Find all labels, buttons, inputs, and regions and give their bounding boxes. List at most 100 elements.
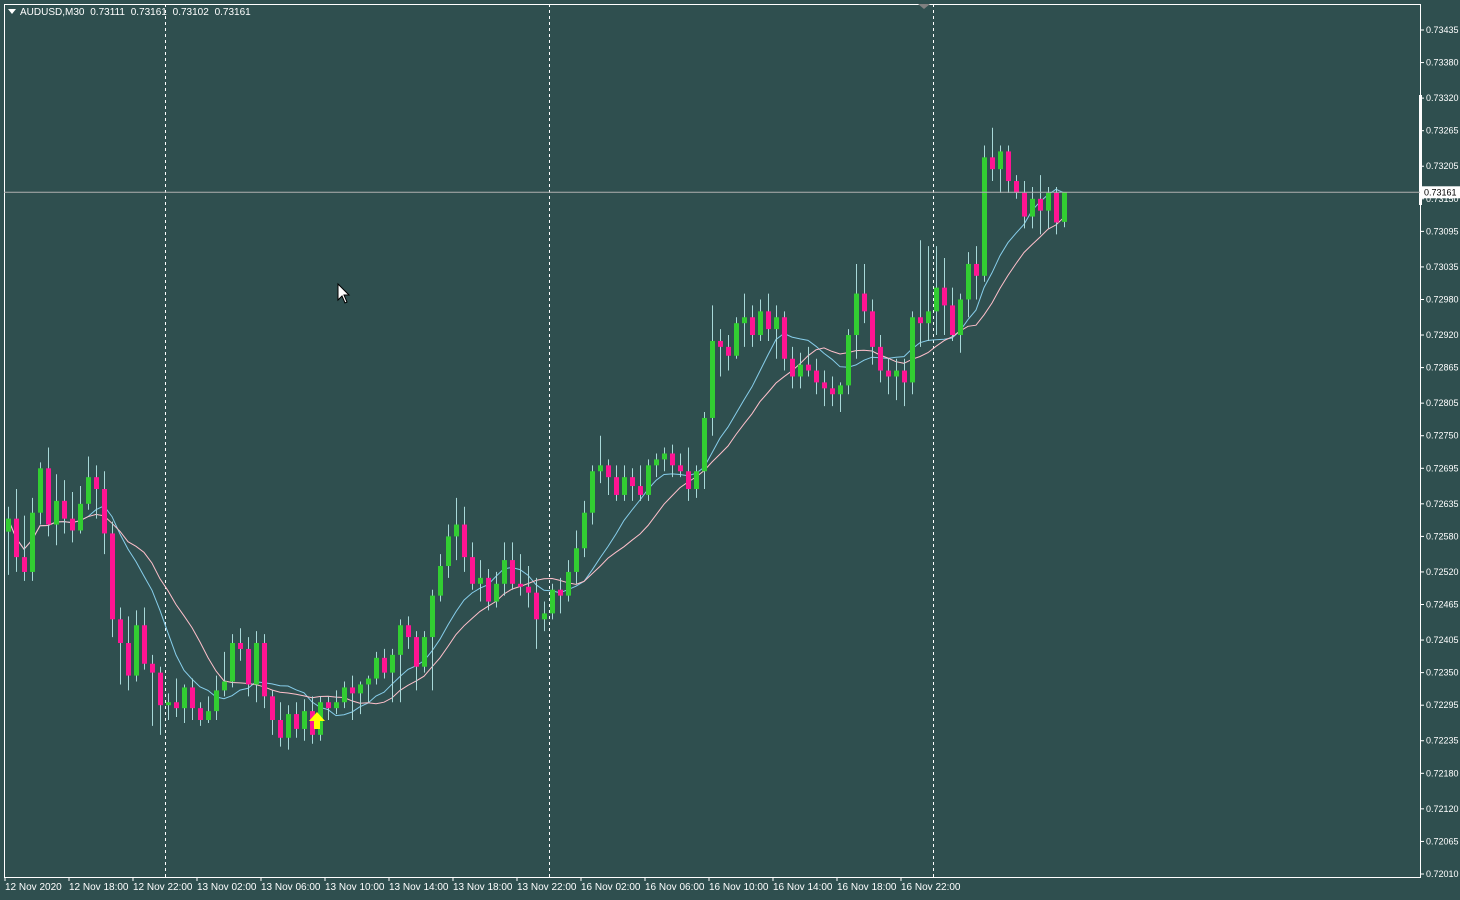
candle-body: [438, 566, 443, 596]
y-tick-label: 0.72465: [1426, 600, 1459, 610]
candle: [214, 675, 219, 721]
candle-body: [734, 323, 739, 356]
candle: [326, 696, 331, 721]
candle-body: [14, 518, 19, 558]
candle-body: [678, 465, 683, 472]
candle: [182, 684, 187, 723]
candle: [78, 486, 83, 534]
candle-body: [6, 518, 11, 532]
candle: [878, 335, 883, 383]
candle: [390, 648, 395, 703]
candle-body: [134, 625, 139, 676]
candle-body: [878, 346, 883, 371]
candle: [782, 311, 787, 371]
y-tick-label: 0.72295: [1426, 700, 1459, 710]
candle: [622, 465, 627, 501]
candle-body: [710, 340, 715, 418]
candle: [70, 491, 75, 543]
candle-body: [622, 477, 627, 495]
candle-body: [494, 583, 499, 602]
candle-body: [1030, 198, 1035, 217]
candle-body: [1054, 192, 1059, 223]
candle-body: [510, 560, 515, 584]
candle-body: [798, 364, 803, 377]
y-tick-label: 0.72405: [1426, 635, 1459, 645]
candle: [910, 311, 915, 395]
y-tick-label: 0.73320: [1426, 93, 1459, 103]
candle-body: [374, 657, 379, 679]
candle-body: [750, 317, 755, 336]
candle: [102, 471, 107, 555]
candle: [990, 127, 995, 182]
candle-body: [1022, 192, 1027, 217]
candle-body: [926, 311, 931, 324]
candle: [750, 305, 755, 347]
candle-body: [342, 687, 347, 703]
candle: [542, 601, 547, 632]
candle-body: [982, 157, 987, 276]
candle: [286, 705, 291, 750]
candle-body: [70, 518, 75, 531]
candle-body: [918, 317, 923, 324]
candle-body: [62, 500, 67, 519]
candle: [414, 631, 419, 691]
candle-body: [886, 370, 891, 377]
candle-body: [46, 468, 51, 525]
candle: [270, 690, 275, 735]
candle: [302, 699, 307, 741]
candle: [710, 305, 715, 436]
candle-body: [502, 560, 507, 584]
candle: [246, 637, 251, 697]
candle-body: [446, 536, 451, 567]
candle-body: [782, 317, 787, 359]
y-tick-label: 0.73035: [1426, 262, 1459, 272]
candle-body: [870, 311, 875, 347]
candle-body: [686, 471, 691, 490]
candle-body: [470, 557, 475, 584]
candle: [558, 577, 563, 614]
candle: [718, 329, 723, 377]
candle-body: [1046, 192, 1051, 211]
candle: [486, 568, 491, 611]
candle: [998, 145, 1003, 193]
collapse-triangle-icon[interactable]: [8, 9, 16, 14]
candle: [662, 447, 667, 472]
candle-body: [1014, 181, 1019, 193]
mouse-pointer-icon: [337, 282, 351, 304]
candle: [430, 589, 435, 691]
candle-body: [910, 317, 915, 383]
x-tick-label: 12 Nov 18:00: [69, 882, 129, 893]
candle: [166, 693, 171, 721]
candle-body: [198, 708, 203, 721]
candle: [198, 702, 203, 726]
candle-body: [614, 477, 619, 495]
candle: [830, 376, 835, 407]
candle-body: [1062, 192, 1067, 222]
candle-body: [758, 311, 763, 336]
candle: [142, 607, 147, 670]
y-tick-label: 0.73150: [1426, 194, 1459, 204]
candle-body: [142, 625, 147, 664]
chart-shift-marker-icon[interactable]: [918, 4, 930, 9]
candle: [894, 358, 899, 401]
candle: [158, 666, 163, 735]
candle-body: [190, 687, 195, 709]
candle: [262, 634, 267, 709]
candle-body: [254, 643, 259, 685]
candle: [806, 346, 811, 377]
candle: [6, 506, 11, 575]
x-tick-label: 16 Nov 22:00: [901, 882, 961, 893]
candle: [958, 293, 963, 353]
y-tick-label: 0.73265: [1426, 126, 1459, 136]
candle: [526, 566, 531, 608]
candle-body: [606, 465, 611, 478]
candle: [494, 571, 499, 608]
candle: [54, 474, 59, 546]
current-price-label: 0.73161: [1424, 187, 1457, 197]
candle-body: [670, 453, 675, 466]
candle-body: [222, 681, 227, 691]
x-tick-label: 13 Nov 06:00: [261, 882, 321, 893]
candle-body: [1006, 151, 1011, 182]
